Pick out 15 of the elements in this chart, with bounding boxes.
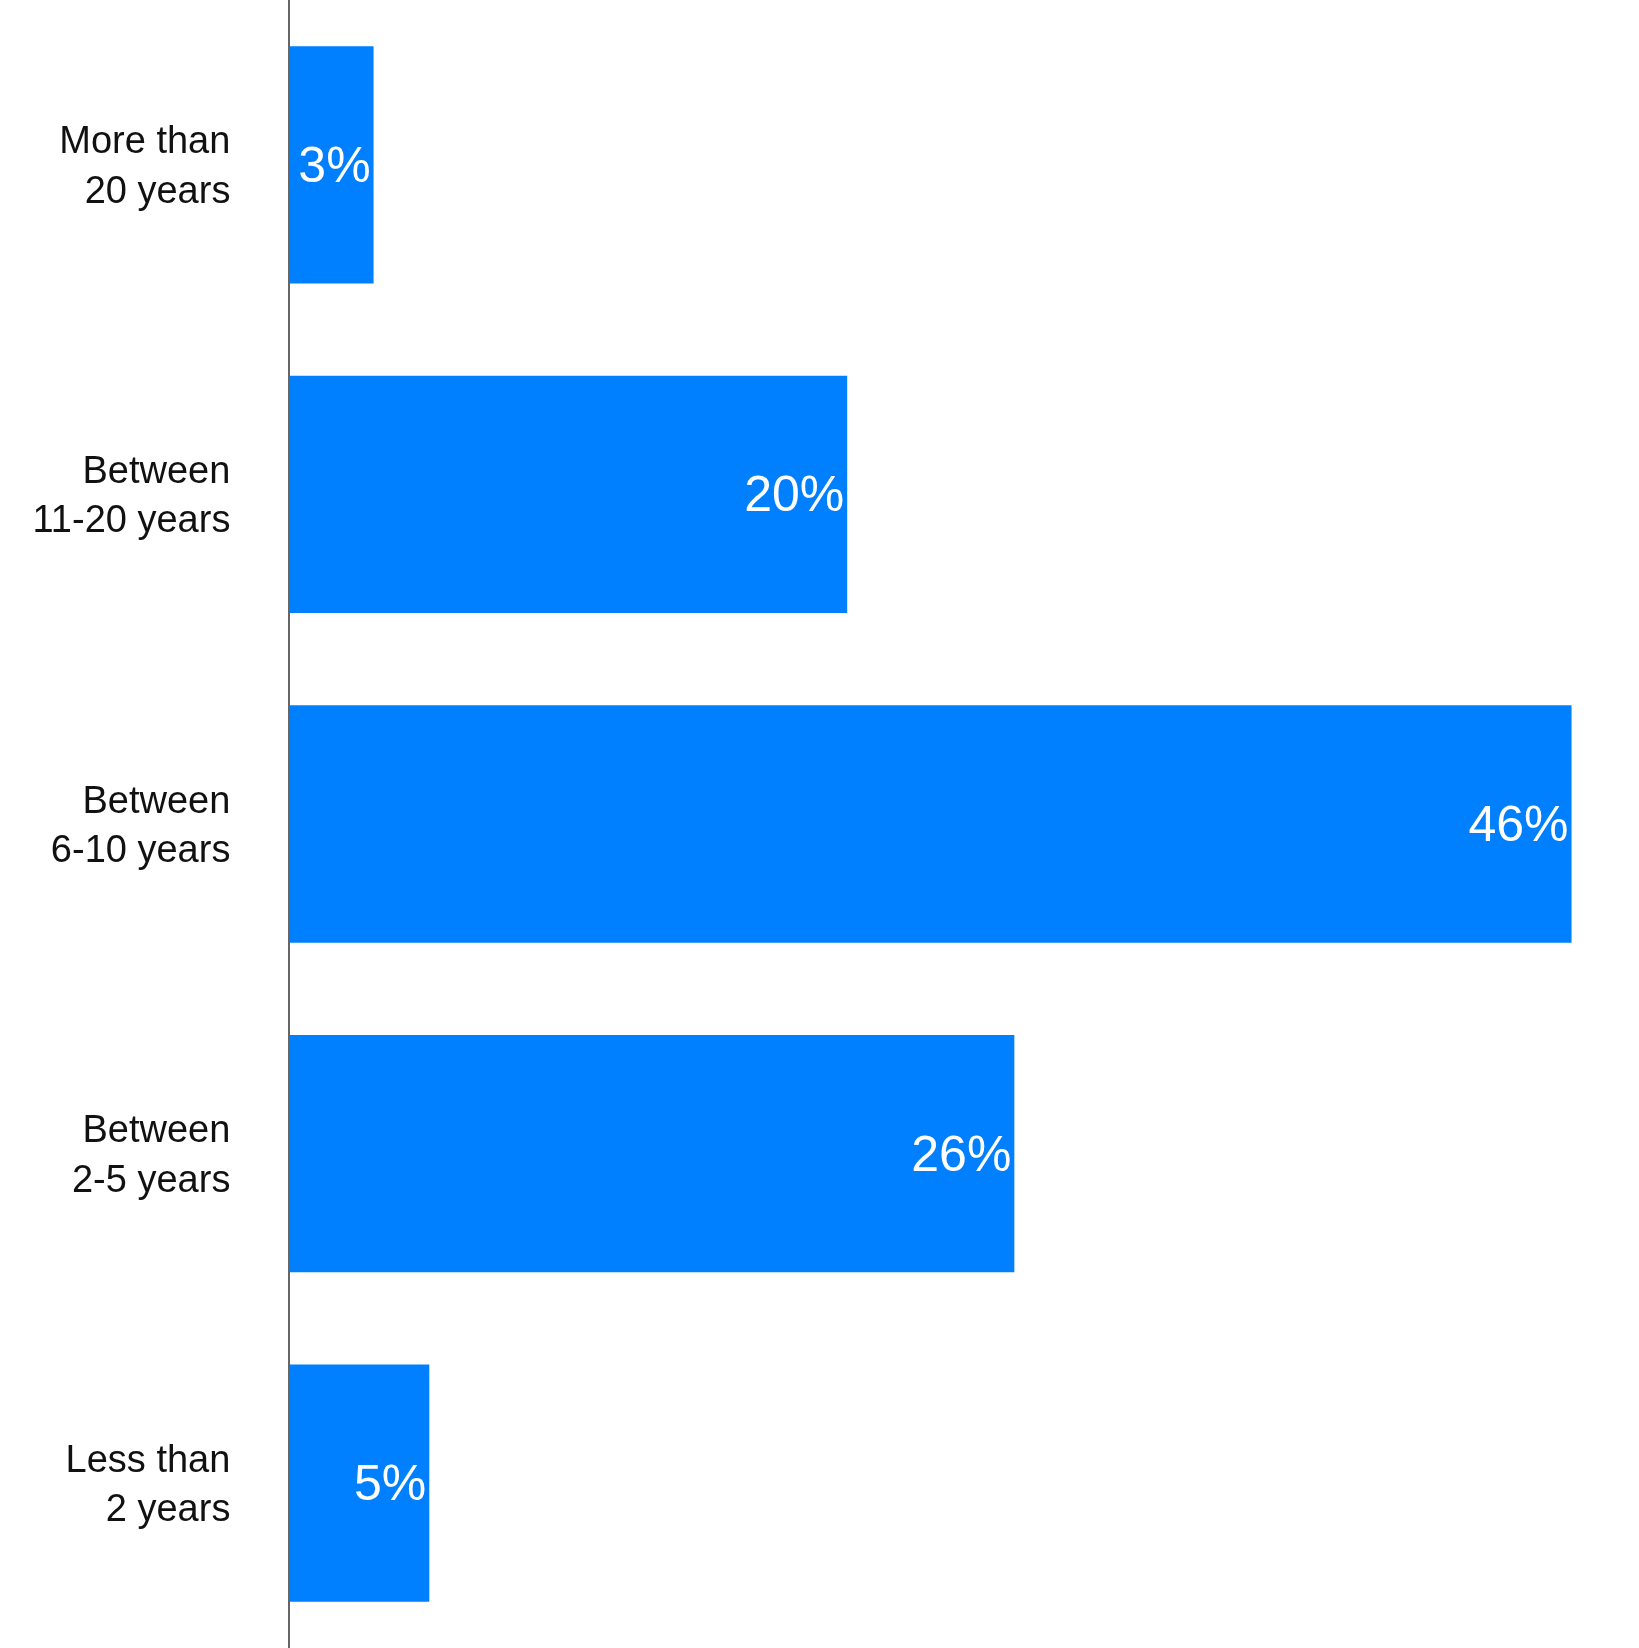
- y-tick-label: Between 2-5 years: [71, 1108, 231, 1200]
- bar: [290, 1034, 1015, 1273]
- y-tick-label: Less than 2 years: [65, 1437, 231, 1530]
- y-tick-label: Between 6-10 years: [50, 778, 231, 870]
- bar: [290, 705, 1572, 943]
- y-tick-label: Between 11-20 years: [32, 449, 231, 541]
- data-label: 46%: [1468, 796, 1569, 852]
- bar: [290, 46, 374, 284]
- data-label: 26%: [911, 1125, 1012, 1182]
- data-label: 3%: [298, 136, 371, 193]
- y-tick-label: More than 20 years: [59, 119, 231, 211]
- data-label: 20%: [744, 466, 845, 523]
- bar: [290, 375, 848, 614]
- data-label: 5%: [354, 1455, 427, 1512]
- bar: [290, 1364, 430, 1602]
